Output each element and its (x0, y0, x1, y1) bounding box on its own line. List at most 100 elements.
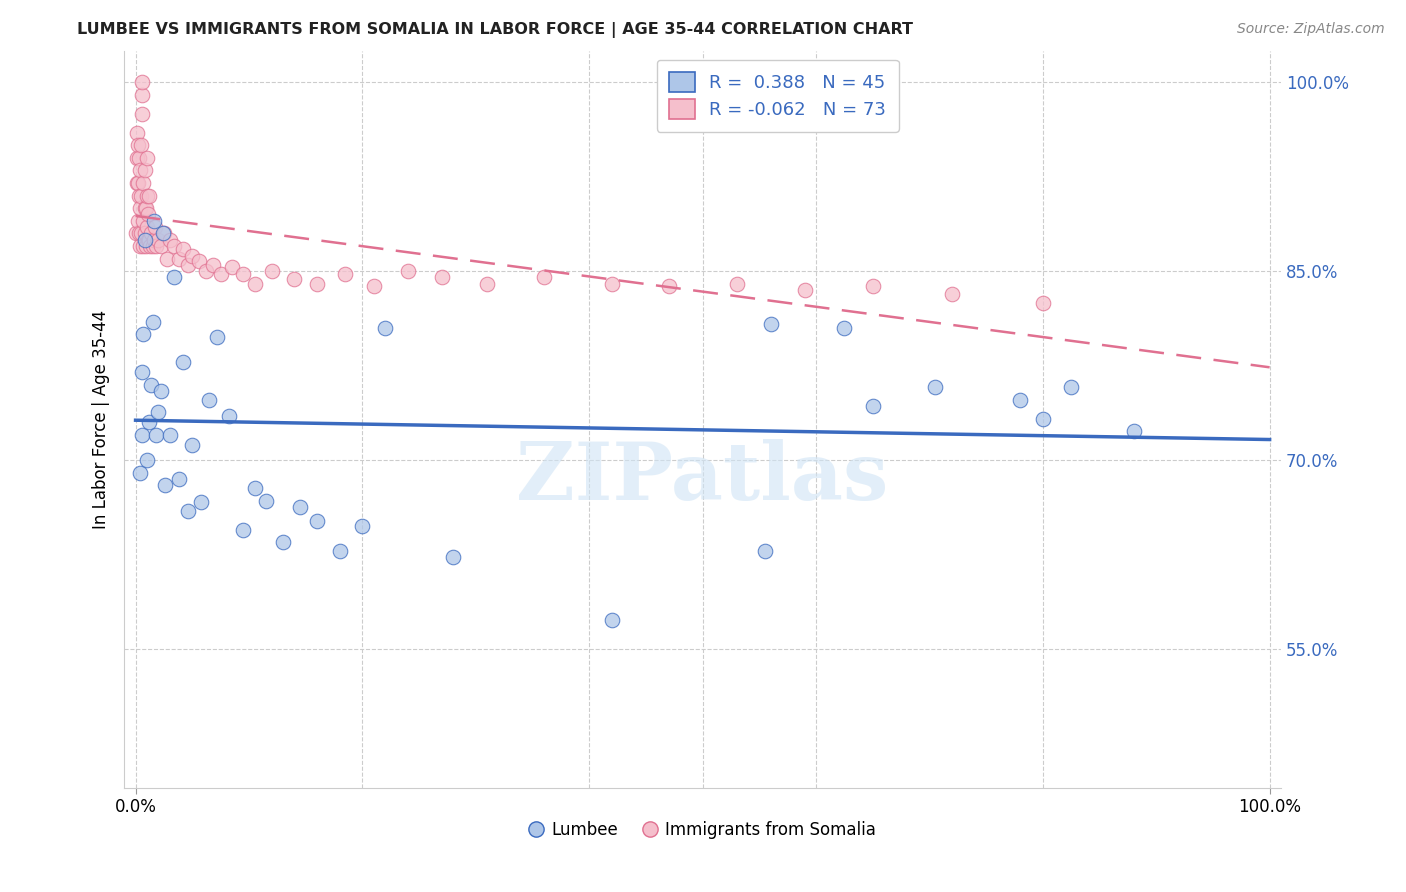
Point (754, 544, 776, 558)
Point (129, 138, 152, 153)
Point (243, 481, 266, 495)
Point (329, 544, 352, 558)
Point (125, 151, 148, 165)
Point (600, 613, 623, 627)
Point (134, 227, 156, 241)
Point (163, 270, 186, 285)
Point (125, 176, 148, 190)
Point (138, 416, 160, 430)
Point (135, 188, 157, 202)
Point (352, 518, 374, 533)
Point (941, 286, 963, 301)
Point (152, 227, 174, 241)
Point (1032, 411, 1054, 425)
Point (129, 201, 152, 215)
Point (141, 377, 163, 392)
Point (172, 242, 194, 256)
Point (190, 495, 212, 509)
Text: ZIPatlas: ZIPatlas (516, 439, 889, 517)
Point (305, 514, 328, 528)
Point (283, 272, 305, 286)
Point (243, 277, 266, 291)
Point (132, 214, 155, 228)
Point (127, 138, 149, 153)
Point (135, 201, 157, 215)
Point (135, 453, 157, 467)
Point (194, 264, 217, 278)
Point (1010, 392, 1032, 407)
Point (138, 188, 160, 202)
Point (156, 252, 179, 266)
Point (129, 188, 152, 202)
Point (198, 392, 221, 407)
Point (134, 233, 156, 247)
Point (127, 176, 149, 190)
Point (793, 283, 815, 297)
Point (139, 239, 162, 253)
Point (218, 409, 240, 423)
Point (271, 535, 294, 549)
Point (1060, 380, 1083, 394)
Point (159, 233, 181, 247)
Point (128, 151, 150, 165)
Point (221, 260, 243, 275)
Point (149, 239, 172, 253)
Point (145, 428, 167, 442)
Point (232, 523, 254, 537)
Point (205, 329, 228, 343)
Y-axis label: In Labor Force | Age 35-44: In Labor Force | Age 35-44 (93, 310, 110, 529)
Point (725, 277, 748, 291)
Point (132, 239, 155, 253)
Point (135, 239, 157, 253)
Point (131, 428, 153, 442)
Point (148, 233, 170, 247)
Point (134, 201, 156, 215)
Point (181, 438, 204, 452)
Point (232, 267, 254, 281)
Point (124, 227, 146, 241)
Point (129, 466, 152, 480)
Point (862, 399, 884, 413)
Point (533, 270, 555, 285)
Point (135, 220, 157, 235)
Point (141, 227, 163, 241)
Point (163, 239, 186, 253)
Point (153, 478, 176, 492)
Point (125, 126, 148, 140)
Point (134, 163, 156, 178)
Point (288, 500, 311, 514)
Point (131, 87, 153, 102)
Point (335, 267, 357, 281)
Point (430, 270, 453, 285)
Point (254, 493, 277, 508)
Point (188, 254, 211, 268)
Text: Source: ZipAtlas.com: Source: ZipAtlas.com (1237, 22, 1385, 37)
Point (172, 355, 194, 369)
Point (136, 207, 159, 221)
Point (167, 472, 190, 486)
Point (128, 188, 150, 202)
Point (145, 239, 167, 253)
Point (759, 317, 782, 331)
Text: LUMBEE VS IMMIGRANTS FROM SOMALIA IN LABOR FORCE | AGE 35-44 CORRELATION CHART: LUMBEE VS IMMIGRANTS FROM SOMALIA IN LAB… (77, 22, 914, 38)
Point (862, 279, 884, 293)
Point (1032, 295, 1054, 310)
Point (924, 380, 946, 394)
Point (1122, 424, 1144, 438)
Point (132, 176, 155, 190)
Point (159, 428, 181, 442)
Point (181, 249, 204, 263)
Point (142, 315, 165, 329)
Legend: Lumbee, Immigrants from Somalia: Lumbee, Immigrants from Somalia (523, 814, 882, 846)
Point (129, 239, 152, 253)
Point (363, 279, 385, 293)
Point (374, 321, 396, 335)
Point (148, 405, 170, 419)
Point (138, 233, 160, 247)
Point (143, 220, 166, 235)
Point (834, 321, 856, 335)
Point (135, 151, 157, 165)
Point (131, 365, 153, 379)
Point (129, 227, 152, 241)
Point (600, 277, 623, 291)
